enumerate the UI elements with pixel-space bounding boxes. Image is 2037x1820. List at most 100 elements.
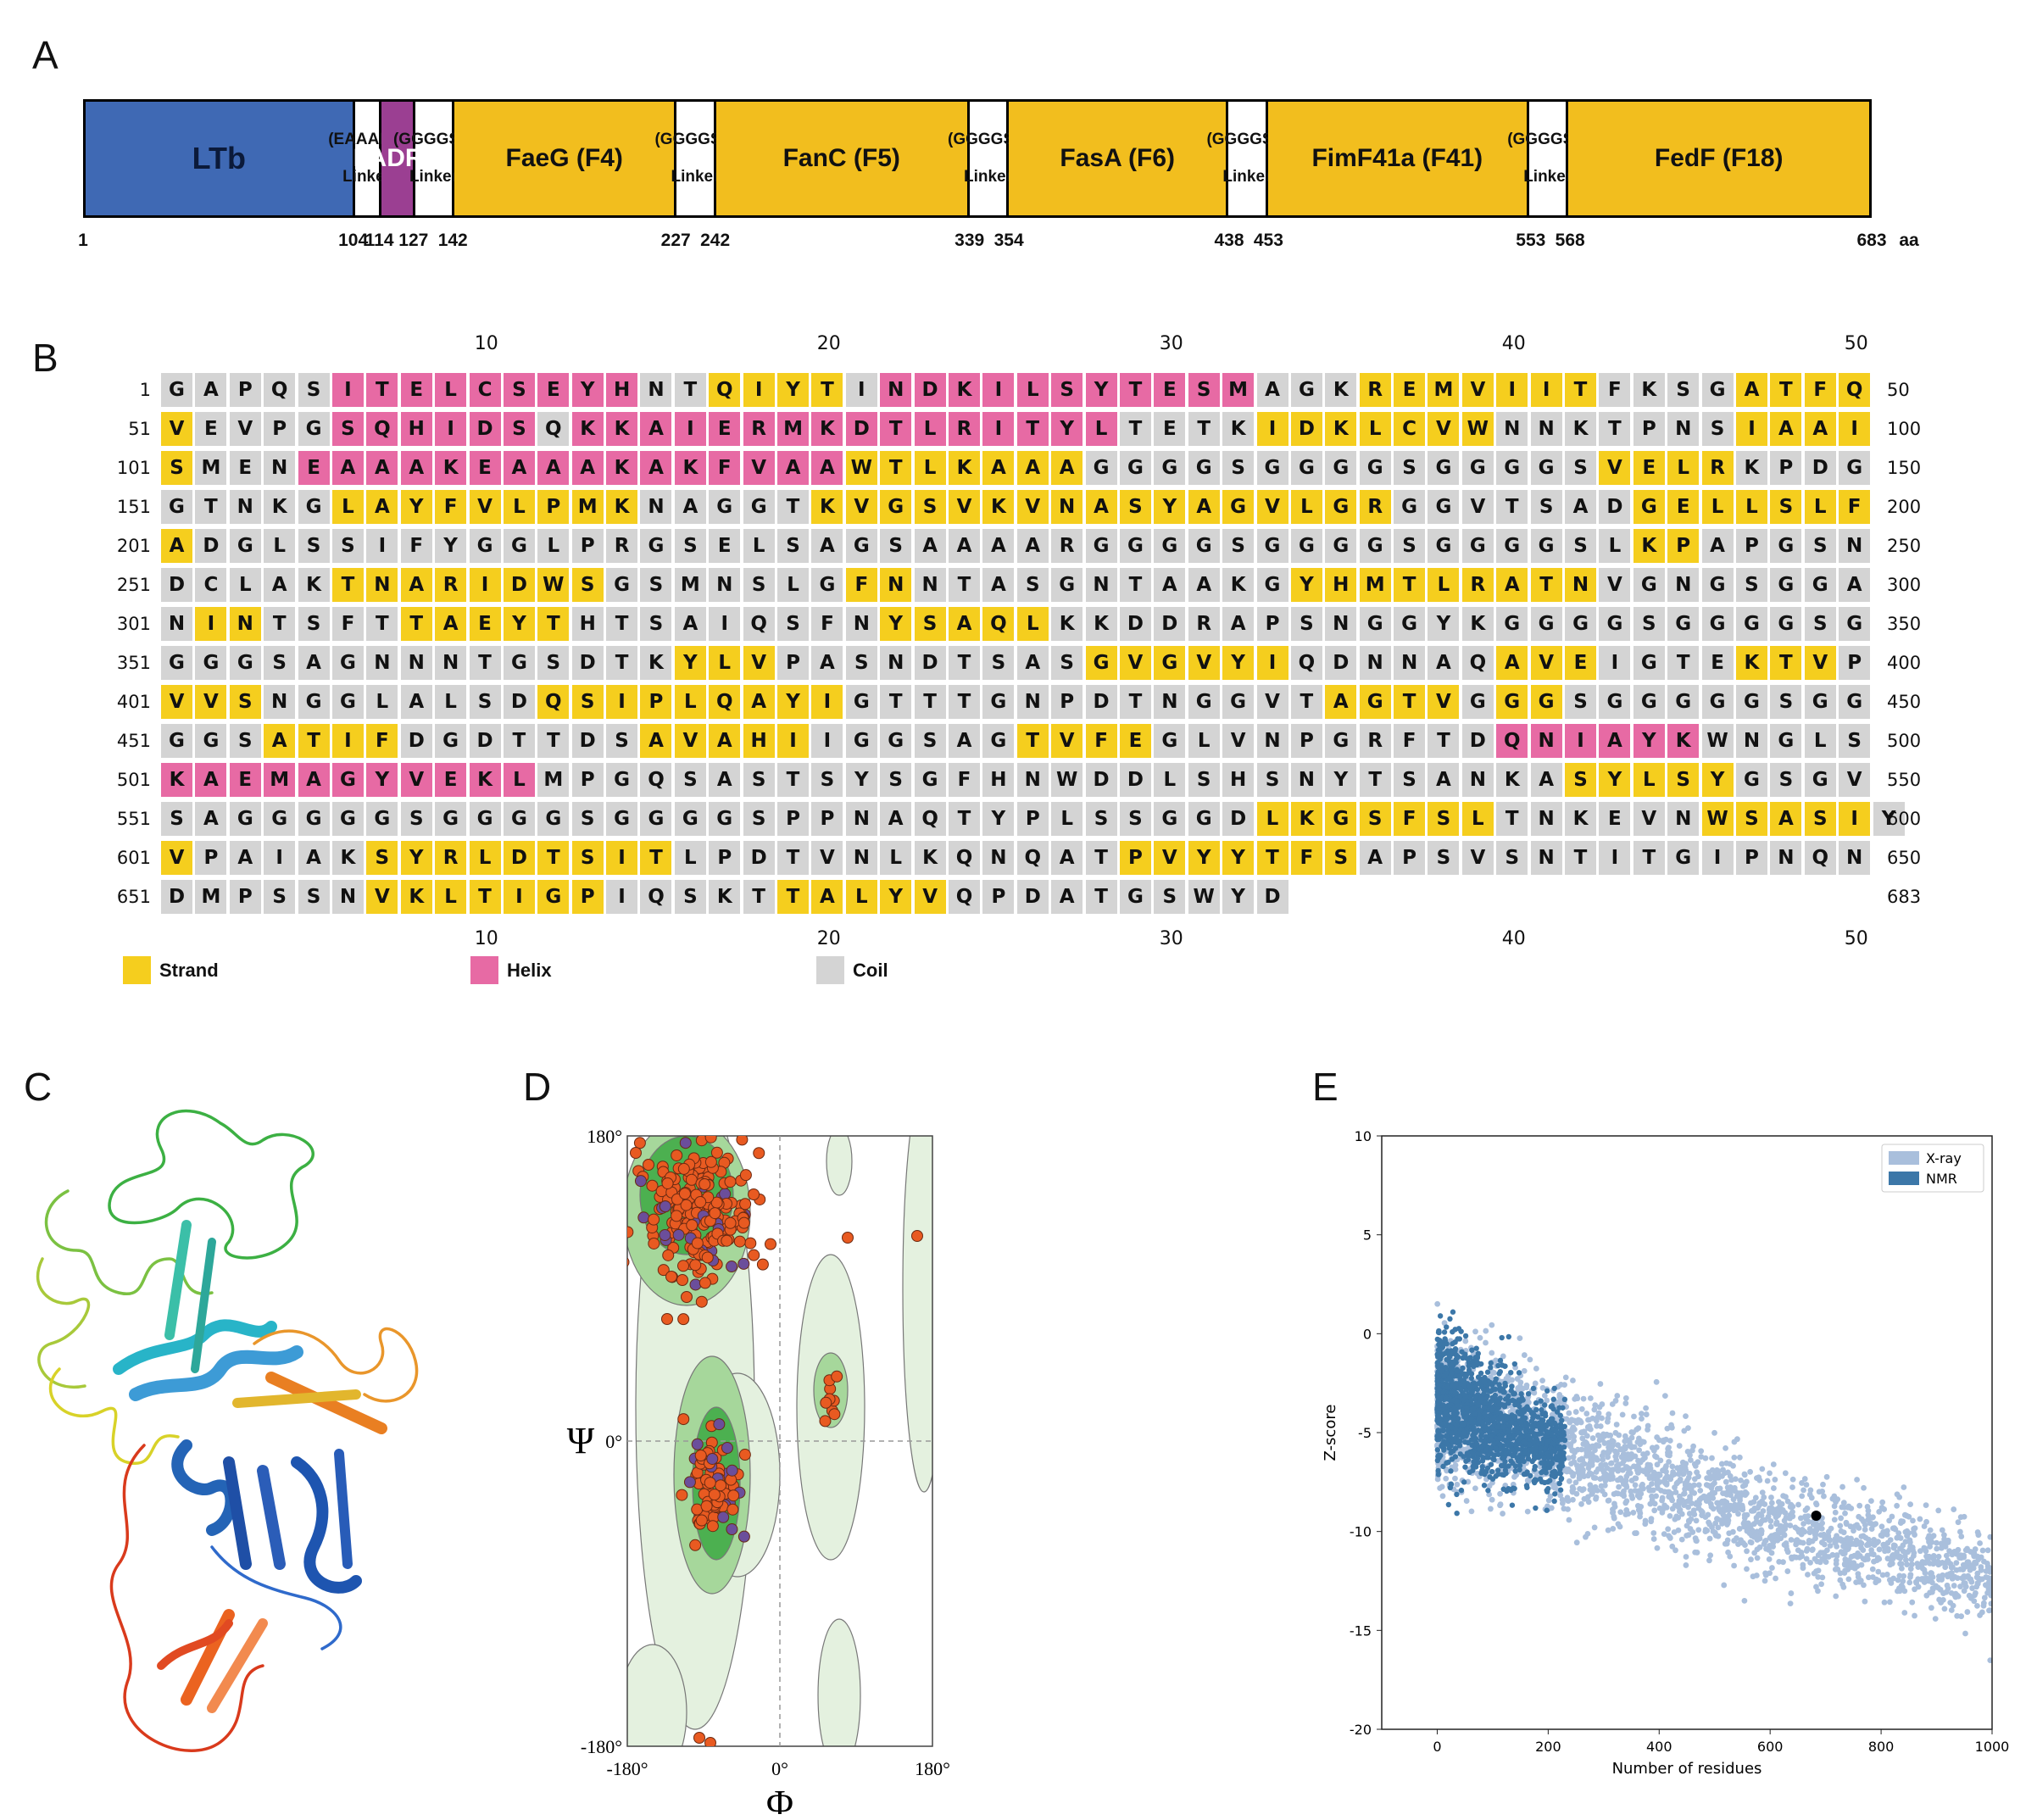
nmr-point [1472,1394,1479,1400]
residue: K [948,373,980,407]
ramachandran-point [737,1216,750,1229]
nmr-point [1478,1430,1485,1437]
nmr-point [1495,1362,1501,1369]
residue: K [811,412,843,446]
row-end-number: 600 [1887,809,1922,829]
residue: N [1154,685,1186,719]
xray-point [1869,1514,1875,1521]
xray-point [1834,1543,1840,1550]
residue: S [264,880,296,914]
xray-point [1795,1501,1801,1508]
xray-point [1544,1397,1550,1404]
xray-point [1750,1507,1756,1514]
xray-point [1621,1493,1628,1500]
xray-point [1784,1498,1791,1505]
residue: G [1804,568,1836,602]
residue: L [709,646,741,680]
residue: G [1428,529,1460,563]
residue: Y [674,646,706,680]
residue: N [1667,412,1700,446]
xray-point [1654,1482,1661,1489]
xray-point [1707,1500,1714,1507]
residue: S [503,412,535,446]
xray-point [1767,1523,1774,1530]
residue: P [1051,685,1083,719]
residue: A [161,529,192,563]
residue: V [1256,685,1288,719]
xray-point [1669,1463,1676,1470]
residue: P [571,880,604,914]
xray-point [1907,1566,1914,1572]
residue: R [1359,373,1391,407]
segment-sublabel: Linker [963,167,1013,186]
nmr-point [1550,1396,1556,1402]
xray-point [1928,1539,1935,1545]
xray-point [1833,1561,1839,1567]
nmr-point [1434,1336,1440,1343]
xray-point [1472,1485,1478,1492]
ramachandran-point [630,1147,642,1159]
xray-point [1735,1541,1741,1547]
nmr-point [1474,1421,1481,1428]
residue: N [1530,724,1562,758]
residue: K [1222,568,1255,602]
residue: A [640,724,672,758]
segment-9: (GGGGS)3 Linker [1206,102,1287,215]
xray-point [1566,1455,1572,1461]
xray-point [1800,1539,1806,1546]
residue: G [1154,646,1186,680]
segment-7: (GGGGS)3 Linker [948,102,1028,215]
xray-point [1941,1532,1947,1539]
xray-point [1807,1487,1814,1494]
residue: W [1461,412,1494,446]
residue: T [1530,568,1562,602]
xray-point [1617,1509,1624,1516]
residue: D [1599,490,1631,524]
residue: K [640,646,672,680]
residue: Y [845,763,877,797]
ramachandran-point [704,1737,716,1746]
residue: S [298,529,330,563]
xray-point [1910,1517,1916,1524]
xray-point [1734,1535,1739,1541]
ramachandran-point [753,1147,765,1160]
xray-point [1607,1467,1614,1473]
residue: F [1804,373,1836,407]
ramachandran-point [698,1178,711,1191]
residue: G [640,802,672,836]
residue: G [298,490,330,524]
residue: V [1530,646,1562,680]
xray-point [1873,1557,1880,1563]
xray-point [1979,1547,1986,1554]
xray-point [1827,1543,1834,1549]
nmr-point [1520,1397,1526,1403]
xray-point [1762,1501,1768,1507]
xray-point [1878,1523,1885,1530]
residue: S [982,646,1015,680]
nmr-point [1443,1440,1450,1446]
xray-point [1723,1478,1729,1485]
xray-point [1589,1435,1596,1441]
residue: P [1119,841,1151,875]
xray-point [1688,1457,1694,1463]
xray-point [1728,1492,1734,1499]
xray-point [1556,1394,1563,1400]
allowed-region [902,1136,932,1493]
residue: L [1256,802,1288,836]
residue: G [1359,451,1391,485]
xray-point [1862,1527,1868,1533]
xray-point [1897,1535,1904,1541]
residue: S [743,568,775,602]
residue: A [1016,451,1049,485]
ramachandran-point [677,1413,690,1426]
residue: S [674,763,706,797]
residue: F [1599,373,1631,407]
axis-tick: 553 [1516,231,1546,250]
xray-point [1639,1439,1645,1444]
residue: R [435,568,467,602]
residue: L [331,490,364,524]
xray-point [1439,1493,1446,1500]
xray-point [1653,1378,1660,1385]
xray-point [1672,1489,1679,1495]
